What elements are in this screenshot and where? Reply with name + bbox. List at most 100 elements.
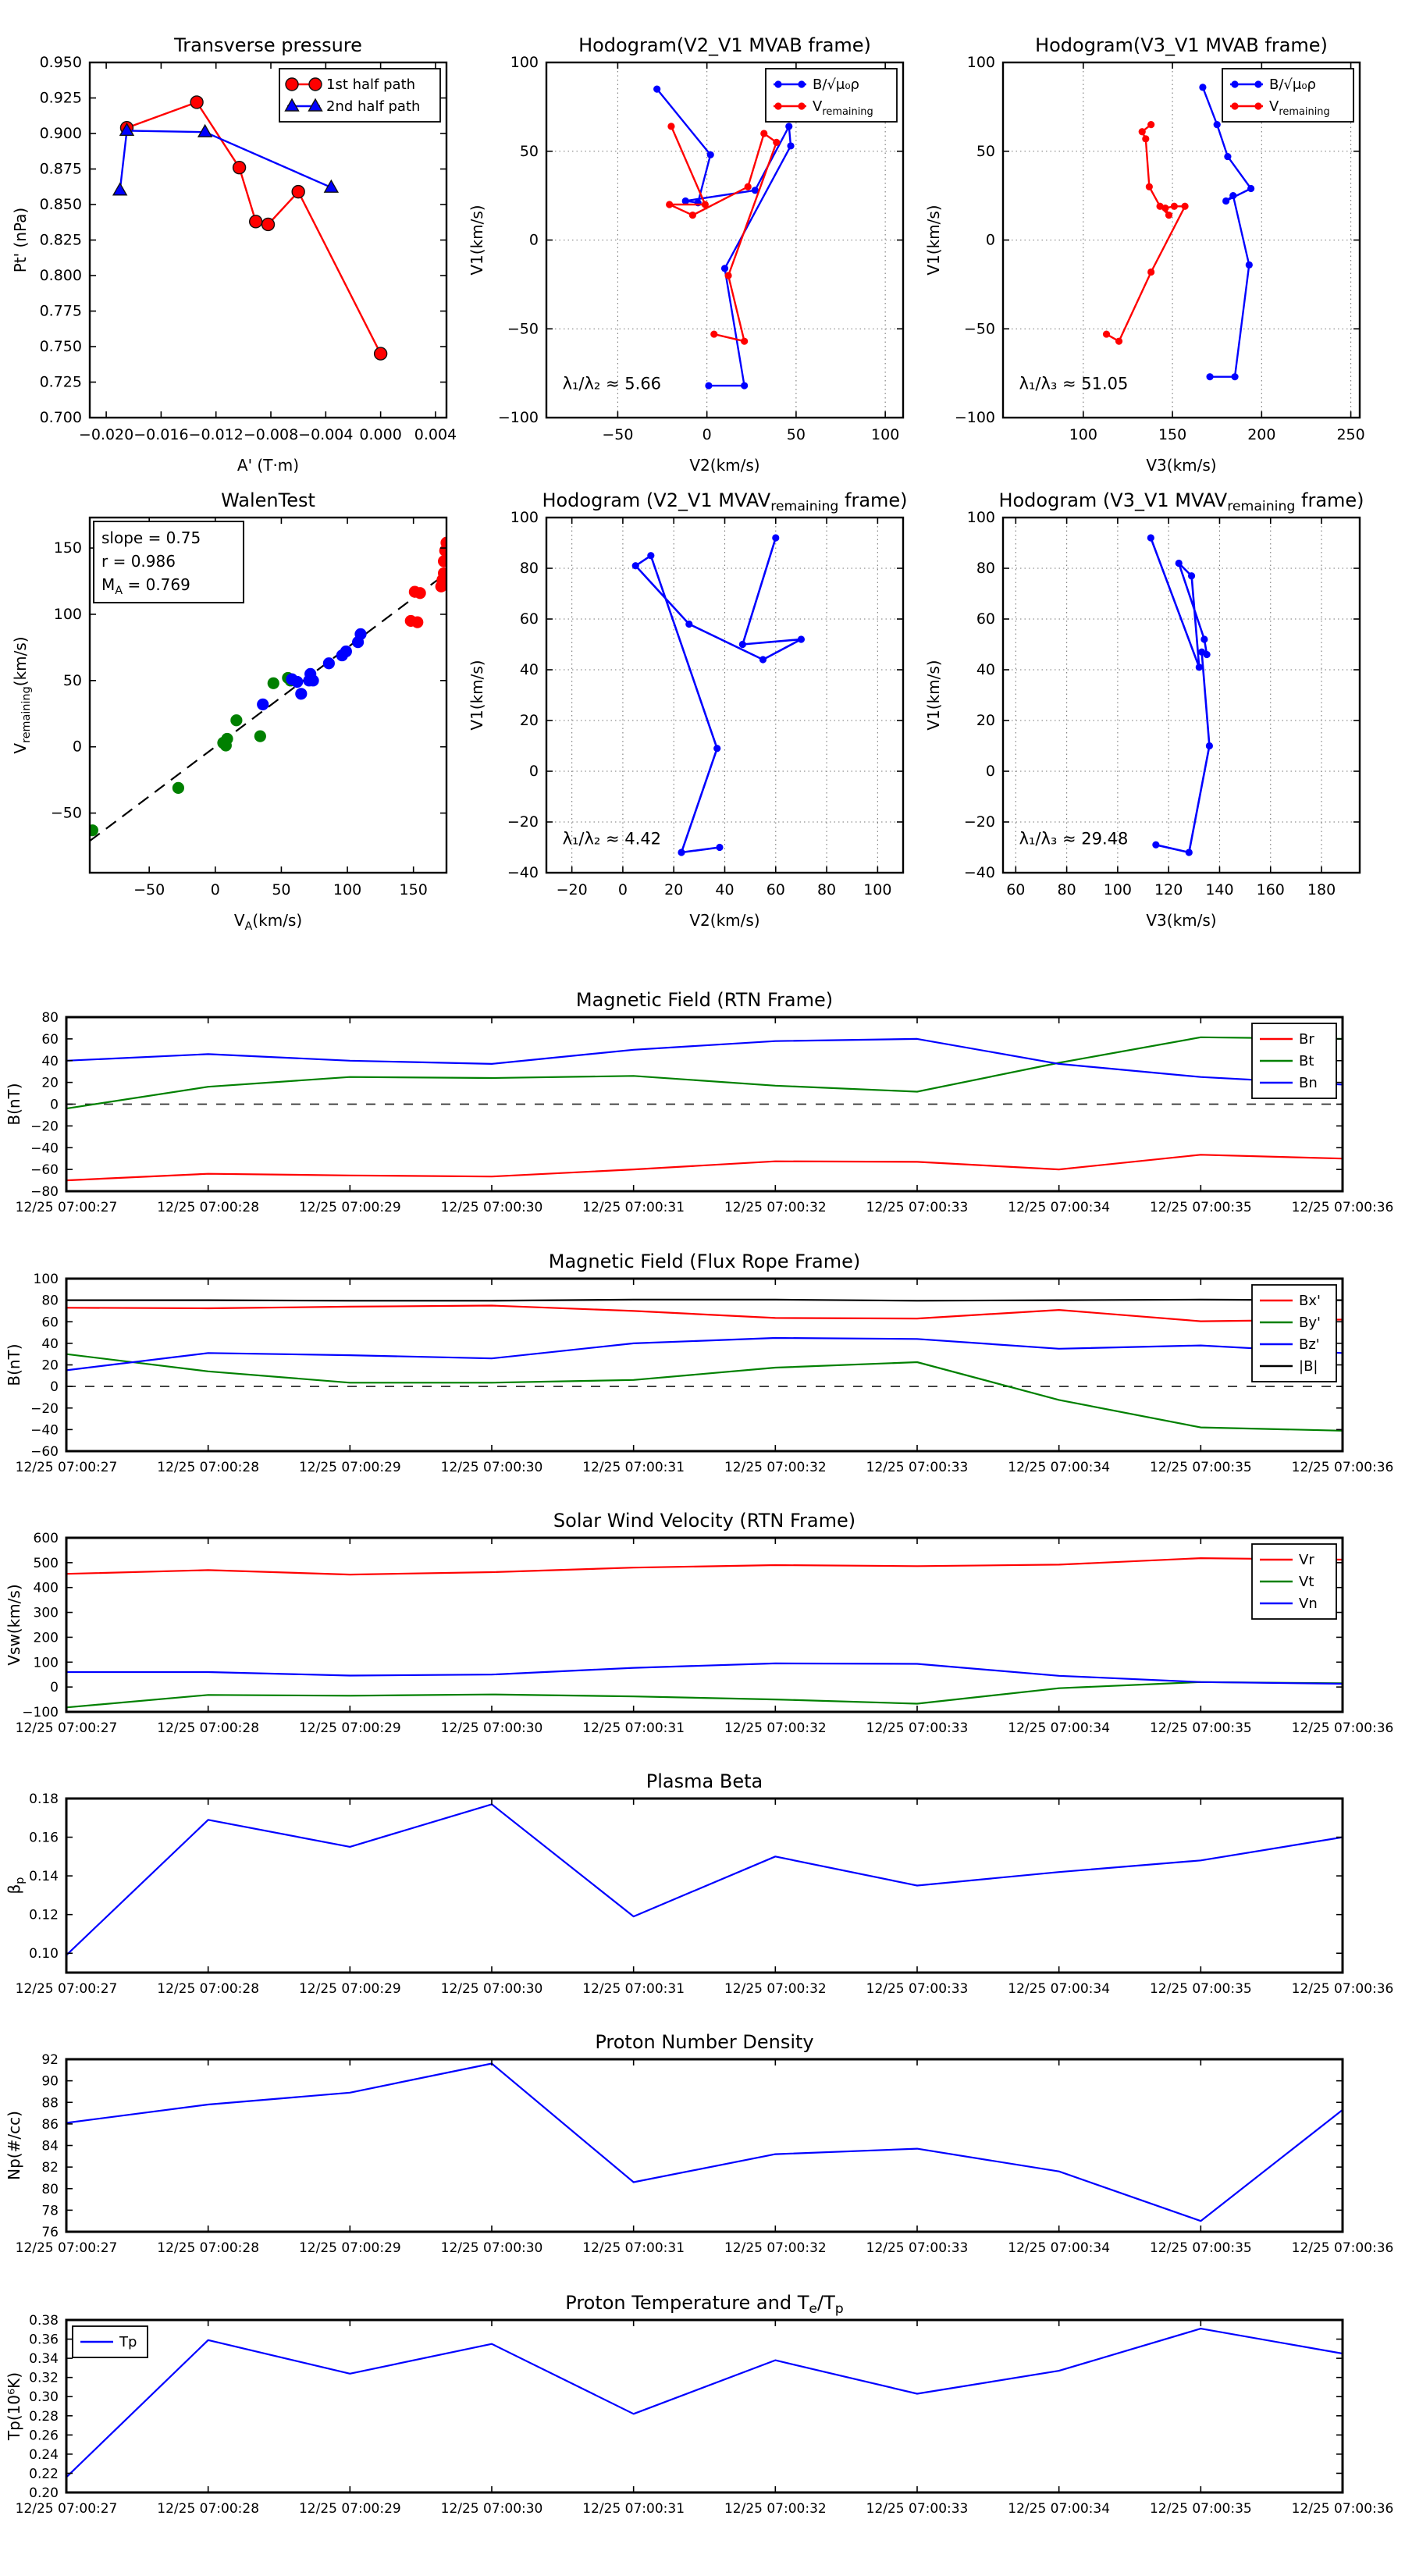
y-tick-label: 40	[41, 1054, 59, 1069]
marker-dot	[1199, 84, 1207, 91]
y-tick-label: 50	[520, 143, 539, 160]
x-tick-label: −0.020	[79, 426, 133, 443]
stats-line: slope = 0.75	[101, 528, 201, 547]
y-axis-label: Vremaining(km/s)	[11, 636, 33, 753]
series-2nd half path	[119, 130, 332, 190]
x-tick-label: 50	[272, 881, 290, 898]
y-tick-label: 0.16	[29, 1831, 59, 1846]
marker-dot	[774, 102, 782, 110]
x-tick-label: 12/25 07:00:34	[1008, 1981, 1110, 1997]
x-axis-label: V3(km/s)	[1146, 911, 1216, 930]
marker-circle	[232, 160, 247, 175]
marker-bigdot	[440, 536, 446, 549]
marker-dot	[1147, 534, 1154, 542]
x-tick-label: 20	[664, 881, 683, 898]
x-tick-label: 12/25 07:00:34	[1008, 1720, 1110, 1736]
y-tick-label: 0.725	[40, 374, 82, 391]
series-Br	[66, 1154, 1343, 1182]
series-group	[66, 1557, 1343, 1709]
series-Np	[66, 2062, 1343, 2222]
axes-border	[88, 516, 448, 874]
marker-dot	[1115, 337, 1123, 345]
x-tick-label: 12/25 07:00:27	[16, 1200, 118, 1215]
y-tick-label: −40	[30, 1140, 59, 1156]
series-group	[66, 1036, 1343, 1182]
legend-label: Vt	[1299, 1574, 1314, 1590]
series-group	[653, 85, 795, 390]
y-tick-label: 80	[976, 560, 995, 577]
marker-bigdot	[291, 675, 304, 688]
y-tick-label: −100	[22, 1705, 59, 1720]
marker-dot	[1165, 212, 1173, 219]
chart-walen-test: −50 0 50 100 150 −50 0 50 100 150 WalenTest VA(km/s…	[11, 489, 448, 933]
y-tick-label: 90	[41, 2074, 59, 2090]
chart-hodogram-v3v1-mvav: 60 80 100 120 140 160 180−40−20020406080100Hod…	[924, 489, 1364, 930]
ticks: 60 80 100 120 140 160 180 −40 −20 0 20 40 60 80 100	[964, 509, 1360, 898]
marker-dot	[1206, 373, 1214, 381]
x-tick-label: 12/25 07:00:34	[1008, 1460, 1110, 1475]
marker-dot	[713, 745, 721, 753]
y-tick-label: 100	[967, 54, 995, 71]
marker-dot	[1213, 121, 1221, 129]
x-tick-label: 40	[715, 881, 734, 898]
marker-bigdot	[257, 698, 269, 710]
ticks: 12/25 07:00:27 12/25 07:00:28 12/25 07:00:…	[16, 1272, 1394, 1475]
y-axis-label: Np(#/cc)	[5, 2111, 23, 2180]
marker-dot	[1254, 80, 1262, 88]
marker-dot	[1247, 184, 1255, 193]
marker-circle	[285, 77, 299, 91]
x-tick-label: 12/25 07:00:30	[441, 1200, 543, 1215]
marker-dot	[1200, 635, 1208, 643]
x-tick-label: 0.000	[359, 426, 401, 443]
chart-transverse-pressure: −0.020 −0.016 −0.012 −0.008 −0.004 0.000 0.004…	[11, 34, 457, 475]
marker-circle	[373, 347, 388, 361]
marker-triangle	[197, 123, 213, 137]
legend-label: |B|	[1299, 1358, 1318, 1375]
chart-title: Hodogram(V3_V1 MVAB frame)	[1035, 34, 1328, 56]
y-tick-label: 80	[41, 1010, 59, 1026]
y-tick-label: 60	[976, 610, 995, 628]
y-tick-label: 80	[41, 2182, 59, 2197]
x-tick-label: 12/25 07:00:35	[1150, 1200, 1252, 1215]
marker-bigdot	[438, 555, 446, 568]
annotation-text: λ₁/λ₃ ≈ 29.48	[1019, 830, 1129, 849]
marker-dot	[773, 138, 781, 146]
chart-title: Solar Wind Velocity (RTN Frame)	[553, 1510, 855, 1532]
series-hodogram path	[1150, 537, 1211, 854]
ticks: −50 0 50 100 150 −50 0 50 100 150	[51, 518, 446, 898]
marker-dot	[1224, 152, 1232, 161]
x-axis-label: A' (T·m)	[237, 456, 299, 475]
y-tick-label: 60	[520, 610, 539, 628]
x-tick-label: 12/25 07:00:29	[299, 2240, 401, 2256]
x-tick-label: 80	[1058, 881, 1076, 898]
y-tick-label: 0.18	[29, 1791, 59, 1807]
ticks: 100 150 200 250 −100 −50 0 50 100	[955, 54, 1365, 443]
y-tick-label: 0.850	[40, 196, 82, 213]
y-tick-label: −40	[964, 864, 995, 881]
marker-dot	[710, 330, 718, 338]
marker-dot	[1203, 650, 1211, 659]
legend-label: Vremaining	[1269, 98, 1330, 118]
chart-proton-number-density: 12/25 07:00:27 12/25 07:00:28 12/25 07:00:…	[5, 2031, 1393, 2256]
marker-dot	[1195, 664, 1203, 671]
chart-hodogram-v3v1-mvab: 100 150 200 250 −100 −50 0 50 100 Hodogram(V3_V1 …	[924, 34, 1365, 475]
x-tick-label: 12/25 07:00:29	[299, 1981, 401, 1997]
marker-dot	[760, 130, 768, 137]
x-tick-label: 12/25 07:00:36	[1292, 2501, 1394, 2517]
legend-label: Vn	[1299, 1596, 1318, 1612]
marker-dot	[1231, 102, 1239, 110]
chart-title: Magnetic Field (RTN Frame)	[576, 989, 833, 1011]
marker-dot	[706, 151, 714, 158]
y-tick-label: 0.28	[29, 2409, 59, 2425]
ticks: 12/25 07:00:27 12/25 07:00:28 12/25 07:00:…	[16, 1010, 1394, 1215]
legend-label: Bx'	[1299, 1293, 1321, 1309]
chart-title: Proton Number Density	[595, 2031, 813, 2053]
x-axis-label: V2(km/s)	[689, 456, 759, 475]
legend-label: B/√μ₀ρ	[1269, 76, 1316, 93]
marker-dot	[1181, 202, 1189, 210]
x-tick-label: 80	[817, 881, 836, 898]
y-tick-label: 200	[34, 1630, 59, 1646]
x-tick-label: 12/25 07:00:34	[1008, 1200, 1110, 1215]
y-tick-label: 0	[529, 232, 539, 249]
x-tick-label: 0.004	[414, 426, 457, 443]
